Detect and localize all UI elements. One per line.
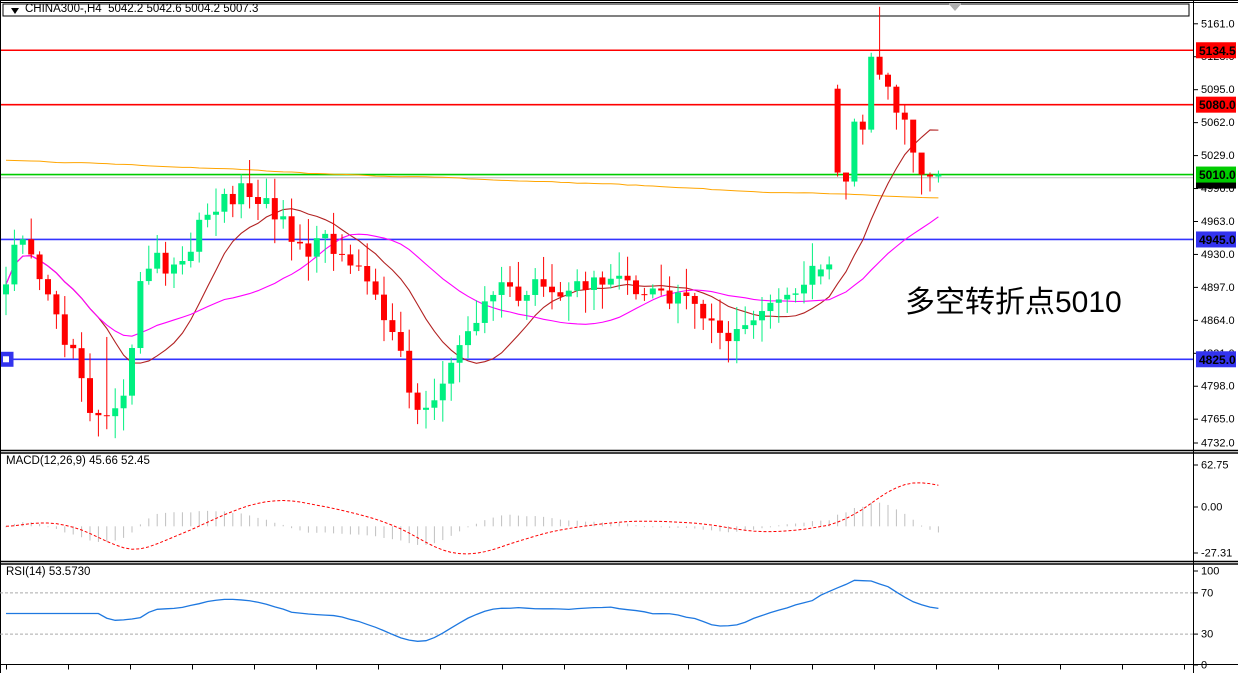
svg-text:5134.5: 5134.5 xyxy=(1199,44,1236,58)
svg-text:4798.0: 4798.0 xyxy=(1201,381,1235,393)
svg-text:100: 100 xyxy=(1201,566,1219,578)
svg-text:4945.0: 4945.0 xyxy=(1199,233,1236,247)
svg-text:5161.0: 5161.0 xyxy=(1201,18,1235,30)
svg-text:4897.0: 4897.0 xyxy=(1201,282,1235,294)
svg-text:5080.0: 5080.0 xyxy=(1199,98,1236,112)
svg-text:5062.0: 5062.0 xyxy=(1201,117,1235,129)
svg-text:30: 30 xyxy=(1201,629,1213,641)
svg-text:5010.0: 5010.0 xyxy=(1199,168,1236,182)
svg-text:4930.0: 4930.0 xyxy=(1201,249,1235,261)
svg-text:-27.31: -27.31 xyxy=(1201,548,1232,560)
svg-text:4963.0: 4963.0 xyxy=(1201,216,1235,228)
svg-text:RSI(14) 53.5730: RSI(14) 53.5730 xyxy=(6,566,90,578)
svg-text:4765.0: 4765.0 xyxy=(1201,414,1235,426)
svg-text:4825.0: 4825.0 xyxy=(1199,353,1236,367)
svg-text:多空转折点5010: 多空转折点5010 xyxy=(905,286,1122,319)
svg-text:5095.0: 5095.0 xyxy=(1201,84,1235,96)
svg-text:4864.0: 4864.0 xyxy=(1201,315,1235,327)
svg-text:MACD(12,26,9) 45.66 52.45: MACD(12,26,9) 45.66 52.45 xyxy=(6,455,150,467)
svg-text:4732.0: 4732.0 xyxy=(1201,438,1235,450)
svg-text:5029.0: 5029.0 xyxy=(1201,150,1235,162)
svg-text:0: 0 xyxy=(1201,660,1207,672)
svg-text:CHINA300-,H4 5042.2 5042.6 50: CHINA300-,H4 5042.2 5042.6 5004.2 5007.3 xyxy=(25,3,258,15)
svg-text:70: 70 xyxy=(1201,587,1213,599)
svg-text:62.75: 62.75 xyxy=(1201,460,1229,472)
svg-text:0.00: 0.00 xyxy=(1201,502,1222,514)
